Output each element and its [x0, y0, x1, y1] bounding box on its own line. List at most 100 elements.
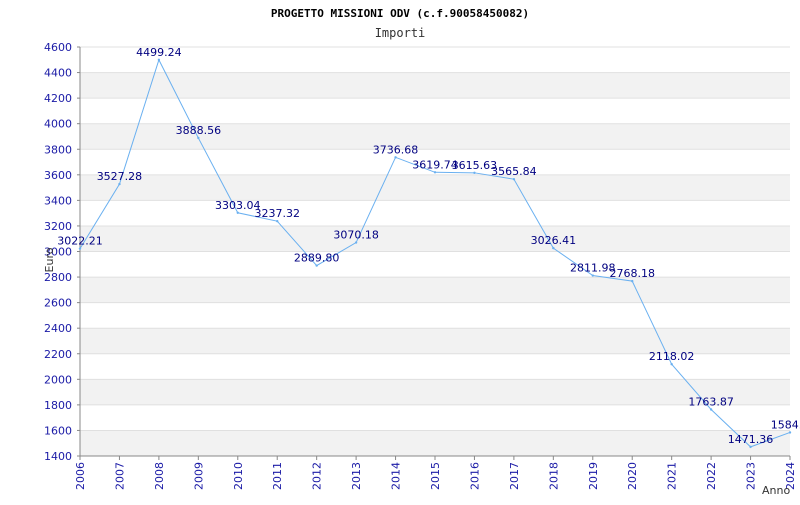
- axes: [77, 46, 791, 460]
- data-label: 2811.98: [570, 262, 616, 275]
- y-tick-label: 3600: [44, 169, 72, 182]
- data-point: [552, 246, 555, 250]
- data-point: [157, 58, 161, 62]
- data-point: [473, 171, 476, 175]
- y-tick-label: 2800: [44, 271, 72, 284]
- grid-band: [80, 404, 790, 431]
- y-tick-label: 1400: [44, 450, 72, 463]
- x-tick-label: 2020: [626, 462, 639, 490]
- x-tick-label: 2016: [468, 462, 481, 490]
- data-point: [354, 241, 358, 244]
- data-point: [591, 274, 594, 277]
- x-tick-label: 2009: [192, 462, 205, 490]
- y-tick-label: 4400: [44, 67, 72, 80]
- data-label: 3026.41: [531, 234, 577, 247]
- data-point: [236, 211, 239, 214]
- x-tick-label: 2019: [587, 462, 600, 490]
- y-tick-label: 2600: [44, 297, 72, 310]
- data-point: [670, 363, 673, 366]
- grid-band: [80, 200, 790, 226]
- chart-title: PROGETTO MISSIONI ODV (c.f.90058450082): [271, 7, 529, 20]
- grid-band: [80, 302, 790, 329]
- y-tick-label: 3000: [44, 246, 72, 259]
- grid-band: [80, 225, 790, 252]
- grid-band: [80, 251, 790, 278]
- y-tick-label: 4000: [44, 118, 72, 131]
- data-label: 1763.87: [688, 395, 734, 408]
- x-tick-label: 2011: [271, 462, 284, 490]
- data-label: 3888.56: [176, 124, 222, 137]
- chart-subtitle: Importi: [375, 26, 426, 40]
- data-label: 1471.36: [728, 433, 774, 446]
- y-axis-label: Euro: [43, 247, 56, 272]
- data-label: 3736.68: [373, 143, 419, 156]
- y-tick-labels: 1400 1600 1800 2000 2200 2400 2600 2800 3000 3200…: [44, 41, 72, 463]
- x-tick-label: 2017: [508, 462, 521, 490]
- grid-band: [80, 72, 790, 99]
- y-tick-label: 2400: [44, 322, 72, 335]
- data-label: 2768.18: [609, 267, 655, 280]
- data-point: [315, 264, 318, 267]
- x-tick-label: 2008: [153, 462, 166, 490]
- data-label: 4499.24: [136, 46, 182, 59]
- grid-band: [80, 353, 790, 380]
- x-tick-label: 2021: [666, 462, 679, 490]
- x-tick-label: 2010: [232, 462, 245, 490]
- data-point: [709, 408, 713, 411]
- y-tick-label: 1600: [44, 424, 72, 437]
- x-tick-label: 2006: [74, 462, 87, 490]
- data-label: 3619.74: [412, 158, 458, 171]
- x-tick-label: 2018: [547, 462, 560, 490]
- data-label: 1584.2: [771, 418, 800, 431]
- y-tick-label: 2200: [44, 348, 72, 361]
- y-tick-label: 3400: [44, 194, 72, 207]
- data-point: [197, 136, 200, 140]
- data-point: [788, 431, 792, 434]
- y-tick-label: 3200: [44, 220, 72, 233]
- data-point: [394, 156, 397, 159]
- x-tick-label: 2007: [113, 462, 126, 490]
- data-point: [118, 182, 121, 186]
- data-label: 3237.32: [254, 207, 300, 220]
- x-tick-labels: 2006 2007 2008 2009 2010 2011 2012 2013 2014 2015…: [74, 462, 797, 490]
- grid-band: [80, 98, 790, 124]
- data-point: [512, 177, 516, 181]
- data-point: [631, 279, 634, 283]
- data-label: 3527.28: [97, 170, 143, 183]
- grid-band: [80, 47, 790, 73]
- x-tick-label: 2014: [390, 462, 403, 490]
- y-tick-label: 3800: [44, 143, 72, 156]
- data-label: 2889.80: [294, 252, 340, 265]
- x-tick-label: 2022: [705, 462, 718, 490]
- y-tick-label: 2000: [44, 373, 72, 386]
- series-group: [78, 58, 792, 449]
- x-tick-label: 2023: [745, 462, 758, 490]
- data-label: 3615.63: [452, 159, 498, 172]
- data-point: [749, 445, 752, 449]
- data-label: 3022.21: [57, 235, 103, 248]
- grid-band: [80, 277, 790, 303]
- gridlines: [80, 46, 790, 457]
- y-tick-label: 4600: [44, 41, 72, 54]
- data-label: 2118.02: [649, 350, 695, 363]
- x-tick-label: 2013: [350, 462, 363, 490]
- x-tick-label: 2024: [784, 462, 797, 490]
- grid-band: [80, 328, 790, 354]
- x-tick-label: 2015: [429, 462, 442, 490]
- y-tick-label: 1800: [44, 399, 72, 412]
- data-point: [276, 219, 279, 223]
- grid-bands: [80, 47, 790, 456]
- grid-band: [80, 174, 790, 201]
- x-tick-label: 2012: [311, 462, 324, 490]
- y-tick-label: 4200: [44, 92, 72, 105]
- data-point: [433, 171, 437, 174]
- x-axis-label: Anno: [762, 484, 790, 497]
- data-labels: 3022.21 3527.28 4499.24 3888.56 3303.043237.…: [57, 46, 800, 446]
- data-point: [78, 247, 82, 250]
- data-label: 3070.18: [333, 229, 379, 242]
- data-label: 3565.84: [491, 165, 537, 178]
- data-label: 3303.04: [215, 199, 261, 212]
- grid-band: [80, 379, 790, 405]
